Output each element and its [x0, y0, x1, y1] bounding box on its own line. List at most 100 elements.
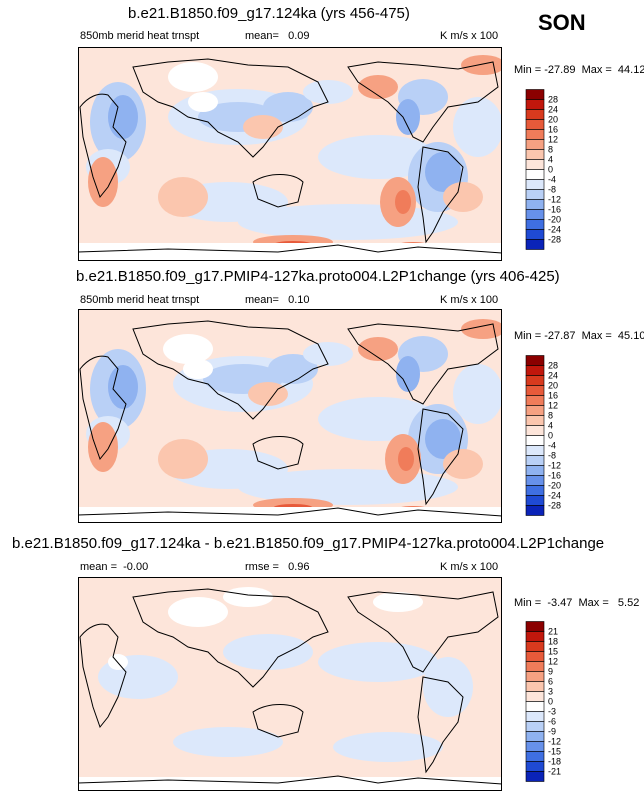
- panel1-coastlines: [78, 58, 502, 254]
- colorbar-swatch: [525, 621, 545, 632]
- colorbar-swatch: [525, 641, 545, 652]
- panel1-map: [78, 47, 502, 261]
- colorbar-swatch: [525, 169, 545, 180]
- colorbar-label: 3: [548, 687, 553, 697]
- colorbar-label: 4: [548, 421, 553, 431]
- colorbar-swatch: [525, 661, 545, 672]
- panel3-map: [78, 577, 502, 791]
- colorbar-swatch: [525, 475, 545, 486]
- colorbar-label: -15: [548, 747, 561, 757]
- colorbar-label: 0: [548, 431, 553, 441]
- panel1-field: [78, 55, 502, 261]
- colorbar-label: -20: [548, 215, 561, 225]
- colorbar-label: 16: [548, 125, 558, 135]
- colorbar-swatch: [525, 701, 545, 712]
- colorbar-label: 24: [548, 105, 558, 115]
- colorbar-swatch: [525, 631, 545, 642]
- colorbar-swatch: [525, 405, 545, 416]
- panel2-title: b.e21.B1850.f09_g17.PMIP4-127ka.proto004…: [76, 268, 560, 285]
- colorbar-swatch: [525, 771, 545, 782]
- colorbar-label: -12: [548, 461, 561, 471]
- colorbar-swatch: [525, 485, 545, 496]
- panel1-mean-label: mean= 0.09: [245, 30, 310, 42]
- colorbar-swatch: [525, 455, 545, 466]
- panel1-minmax: Min = -27.89 Max = 44.12: [514, 64, 644, 76]
- colorbar-swatch: [525, 445, 545, 456]
- colorbar-label: -4: [548, 441, 556, 451]
- colorbar-label: 9: [548, 667, 553, 677]
- colorbar-swatch: [525, 375, 545, 386]
- colorbar-swatch: [525, 239, 545, 250]
- colorbar-label: -4: [548, 175, 556, 185]
- panel3-rmse-label: rmse = 0.96: [245, 561, 310, 573]
- colorbar-label: -24: [548, 225, 561, 235]
- colorbar-swatch: [525, 395, 545, 406]
- colorbar-label: 4: [548, 155, 553, 165]
- panel1-variable-label: 850mb merid heat trnspt: [80, 30, 200, 42]
- panel1-units-label: K m/s x 100: [440, 30, 499, 42]
- colorbar-label: -3: [548, 707, 556, 717]
- panel2-field: [78, 319, 502, 523]
- colorbar-label: 12: [548, 135, 558, 145]
- colorbar-label: 20: [548, 115, 558, 125]
- colorbar-swatch: [525, 711, 545, 722]
- colorbar-swatch: [525, 691, 545, 702]
- colorbar-swatch: [525, 99, 545, 110]
- panel3-units-label: K m/s x 100: [440, 561, 499, 573]
- panel3-mean-label: mean = -0.00: [80, 561, 149, 573]
- colorbar-swatch: [525, 741, 545, 752]
- colorbar-label: 0: [548, 165, 553, 175]
- colorbar-swatch: [525, 219, 545, 230]
- season-label: SON: [538, 10, 586, 35]
- panel2-minmax: Min = -27.87 Max = 45.10: [514, 330, 644, 342]
- panel1-frame: [78, 47, 502, 261]
- colorbar-label: -12: [548, 195, 561, 205]
- colorbar-swatch: [525, 229, 545, 240]
- colorbar-swatch: [525, 681, 545, 692]
- colorbar-swatch: [525, 129, 545, 140]
- colorbar-label: 8: [548, 145, 553, 155]
- colorbar-swatch: [525, 109, 545, 120]
- colorbar-label: -28: [548, 501, 561, 511]
- colorbar-label: 12: [548, 401, 558, 411]
- panel2-mean-label: mean= 0.10: [245, 294, 310, 306]
- panel2-map: [78, 309, 502, 523]
- colorbar-swatch: [525, 179, 545, 190]
- colorbar-label: -9: [548, 727, 556, 737]
- panel3-coastlines: [78, 588, 502, 785]
- colorbar-label: -8: [548, 185, 556, 195]
- colorbar-swatch: [525, 365, 545, 376]
- colorbar-swatch: [525, 355, 545, 366]
- colorbar-label: 28: [548, 361, 558, 371]
- colorbar-label: -16: [548, 205, 561, 215]
- panel2-frame: [78, 309, 502, 523]
- colorbar-label: -24: [548, 491, 561, 501]
- colorbar-label: -20: [548, 481, 561, 491]
- colorbar-label: -6: [548, 717, 556, 727]
- colorbar-label: 0: [548, 697, 553, 707]
- colorbar-swatch: [525, 425, 545, 436]
- colorbar-swatch: [525, 671, 545, 682]
- colorbar-swatch: [525, 435, 545, 446]
- colorbar-swatch: [525, 139, 545, 150]
- colorbar-label: 18: [548, 637, 558, 647]
- colorbar-swatch: [525, 731, 545, 742]
- colorbar-label: -12: [548, 737, 561, 747]
- panel3-title: b.e21.B1850.f09_g17.124ka - b.e21.B1850.…: [12, 535, 605, 552]
- colorbar-label: -21: [548, 767, 561, 777]
- colorbar-swatch: [525, 505, 545, 516]
- panel2-units-label: K m/s x 100: [440, 294, 499, 306]
- colorbar-swatch: [525, 159, 545, 170]
- colorbar-label: 16: [548, 391, 558, 401]
- colorbar-swatch: [525, 465, 545, 476]
- panel3-minmax: Min = -3.47 Max = 5.52: [514, 597, 640, 609]
- panel2-variable-label: 850mb merid heat trnspt: [80, 294, 200, 306]
- colorbar-swatch: [525, 119, 545, 130]
- colorbar-swatch: [525, 385, 545, 396]
- colorbar-label: 24: [548, 371, 558, 381]
- colorbar-label: -16: [548, 471, 561, 481]
- colorbar-label: 15: [548, 647, 558, 657]
- colorbar-label: 8: [548, 411, 553, 421]
- panel1-title: b.e21.B1850.f09_g17.124ka (yrs 456-475): [128, 5, 410, 22]
